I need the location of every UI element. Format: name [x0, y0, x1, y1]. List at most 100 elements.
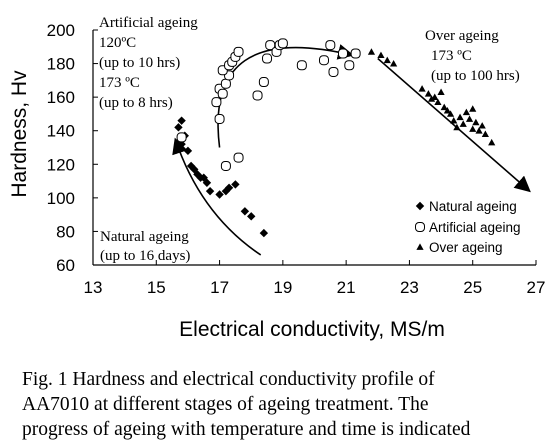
- over-ageing-point: [437, 88, 445, 95]
- legend-label: Natural ageing: [429, 199, 517, 214]
- trend-arrow: [172, 137, 262, 256]
- trend-arrow: [217, 44, 355, 148]
- artificial-ageing-point: [233, 46, 244, 57]
- y-tick-label: 120: [47, 155, 75, 174]
- over-ageing-point: [427, 95, 436, 102]
- natural-ageing-point: [177, 116, 186, 125]
- natural-ageing-point: [240, 207, 250, 216]
- x-tick-label: 21: [337, 278, 356, 297]
- natural-ageing-point: [174, 123, 183, 132]
- x-tick-label: 19: [273, 278, 292, 297]
- artificial-note-line: 173 ºC: [99, 75, 140, 91]
- artificial-ageing-point: [233, 152, 244, 163]
- artificial-ageing-point: [220, 160, 231, 171]
- trend-arrow: [377, 57, 531, 193]
- over-ageing-point: [418, 85, 426, 92]
- over-ageing-point: [456, 113, 464, 121]
- legend-marker-open-circle: [415, 222, 425, 232]
- artificial-ageing-point: [220, 78, 231, 89]
- natural-ageing-point: [231, 180, 240, 189]
- over-ageing-point: [390, 59, 398, 67]
- artificial-ageing-point: [252, 90, 263, 101]
- over-ageing-point: [459, 120, 467, 127]
- y-tick-label: 100: [47, 189, 75, 208]
- natural-ageing-point: [259, 228, 269, 238]
- over-ageing-point: [443, 106, 451, 114]
- artificial-ageing-note: Artificial ageing 120ºC (up to 10 hrs) 1…: [99, 15, 198, 111]
- over-ageing-point: [469, 125, 477, 132]
- artificial-ageing-point: [277, 38, 288, 49]
- caption-line: progress of ageing with temperature and …: [22, 419, 471, 440]
- artificial-note-line: 120ºC: [99, 35, 136, 51]
- over-ageing-point: [481, 130, 489, 137]
- chart: 13 15 17 19 21 23 25 27 60 80 100 120 140 160 180 200 A…: [8, 15, 546, 341]
- artificial-ageing-point: [318, 55, 329, 66]
- natural-ageing-point: [247, 212, 256, 221]
- over-ageing-point: [488, 138, 496, 146]
- caption-line: AA7010 at different stages of ageing tre…: [22, 394, 429, 415]
- legend-item-artificial: Artificial ageing: [415, 220, 521, 235]
- y-tick-label: 140: [47, 122, 75, 141]
- over-ageing-point: [469, 105, 477, 112]
- over-note-line: Over ageing: [425, 28, 499, 44]
- over-ageing-point: [440, 103, 448, 111]
- artificial-note-line: Artificial ageing: [99, 15, 198, 31]
- legend-label: Artificial ageing: [429, 220, 521, 235]
- artificial-note-line: (up to 8 hrs): [99, 95, 173, 111]
- natural-note-line: (up to 16 days): [100, 248, 190, 264]
- natural-ageing-point: [221, 186, 231, 196]
- x-tick-label: 17: [210, 278, 229, 297]
- legend-label: Over ageing: [429, 240, 503, 255]
- over-ageing-point: [472, 118, 480, 126]
- over-ageing-point: [475, 127, 483, 134]
- over-ageing-note: Over ageing 173 ºC (up to 100 hrs): [425, 28, 520, 84]
- y-tick-label: 60: [56, 256, 75, 275]
- artificial-note-line: (up to 10 hrs): [99, 55, 180, 71]
- y-axis-label: Hardness, Hv: [8, 70, 31, 198]
- caption-line: Fig. 1 Hardness and electrical conductiv…: [22, 369, 435, 390]
- artificial-ageing-point: [258, 77, 269, 88]
- artificial-ageing-point: [350, 48, 361, 59]
- natural-ageing-point: [205, 186, 215, 196]
- artificial-ageing-point: [262, 53, 273, 64]
- y-tick-label: 200: [47, 21, 75, 40]
- artificial-ageing-point: [344, 60, 355, 71]
- natural-ageing-point: [224, 183, 234, 192]
- y-tick-label: 180: [47, 55, 75, 74]
- over-ageing-point: [453, 123, 461, 131]
- x-tick-label: 27: [527, 278, 546, 297]
- axis-ticks: 13 15 17 19 21 23 25 27 60 80 100 120 140 160 180 200: [47, 21, 546, 297]
- natural-ageing-point: [202, 178, 212, 187]
- over-ageing-point: [462, 108, 470, 116]
- legend: Natural ageing Artificial ageing Over ag…: [415, 199, 521, 255]
- artificial-ageing-point: [328, 66, 339, 77]
- over-note-line: (up to 100 hrs): [431, 68, 520, 84]
- artificial-ageing-point: [217, 88, 228, 99]
- over-ageing-point: [450, 117, 458, 124]
- y-tick-label: 160: [47, 88, 75, 107]
- artificial-ageing-point: [337, 48, 348, 59]
- legend-item-over: Over ageing: [416, 240, 503, 255]
- x-tick-label: 25: [463, 278, 482, 297]
- over-ageing-point: [424, 90, 433, 97]
- natural-note-line: Natural ageing: [100, 229, 189, 245]
- over-note-line: 173 ºC: [431, 48, 472, 64]
- natural-ageing-point: [215, 190, 224, 199]
- legend-marker-triangle: [416, 243, 424, 250]
- artificial-ageing-point: [176, 132, 187, 143]
- artificial-ageing-point: [211, 97, 222, 108]
- figure-caption: Fig. 1 Hardness and electrical conductiv…: [22, 367, 552, 442]
- axes: [92, 30, 536, 266]
- artificial-ageing-point: [325, 40, 336, 51]
- y-tick-label: 80: [56, 222, 75, 241]
- artificial-ageing-point: [214, 113, 225, 124]
- legend-item-natural: Natural ageing: [415, 199, 517, 214]
- over-ageing-point: [434, 98, 442, 106]
- natural-ageing-note: Natural ageing (up to 16 days): [100, 229, 190, 264]
- annotations: Artificial ageing 120ºC (up to 10 hrs) 1…: [99, 15, 520, 264]
- over-ageing-point: [478, 122, 486, 129]
- artificial-ageing-point: [296, 60, 307, 71]
- x-tick-label: 23: [400, 278, 419, 297]
- over-ageing-point: [377, 51, 385, 59]
- natural-ageing-point: [199, 173, 208, 182]
